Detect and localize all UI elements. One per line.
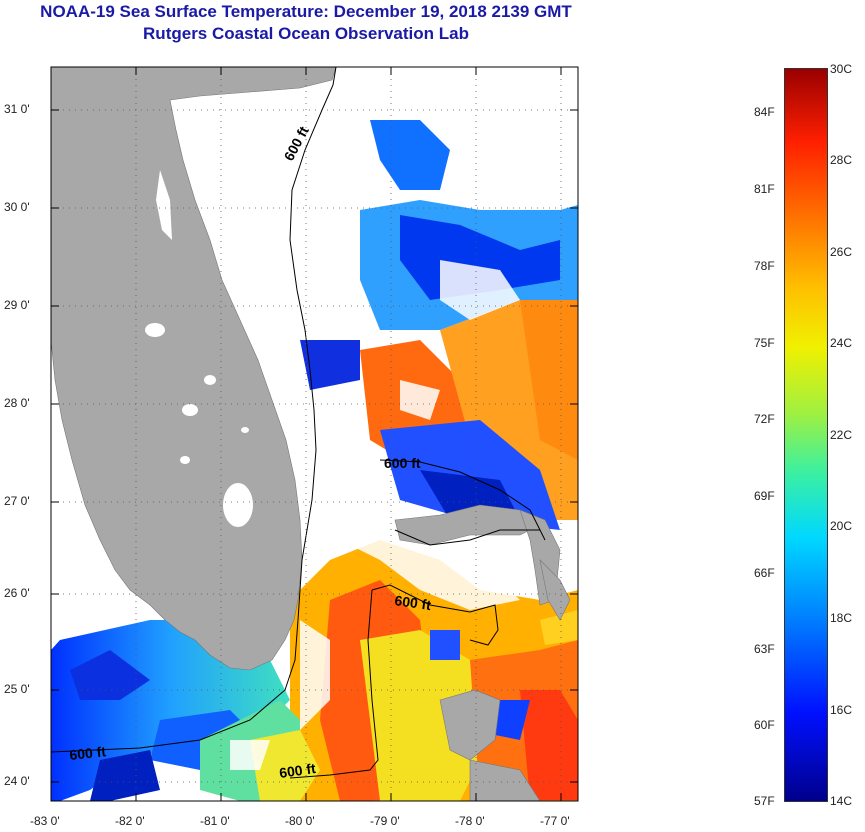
lakes xyxy=(145,170,253,527)
cloud-mask xyxy=(230,260,520,770)
bahama-bank-south xyxy=(469,759,541,801)
map-grid xyxy=(51,67,578,801)
x-tick-label: -83 0' xyxy=(30,814,60,828)
x-tick-label: -77 0' xyxy=(540,814,570,828)
contour-south xyxy=(289,589,379,779)
colorbar-label-c: 16C xyxy=(830,703,853,717)
eleuthera xyxy=(539,559,571,621)
colorbar-label-f: 72F xyxy=(754,412,775,426)
contour-bahama-bank xyxy=(394,529,540,546)
lake-okeechobee xyxy=(223,483,253,527)
y-tick-label: 29 0' xyxy=(4,298,30,312)
plot-frame xyxy=(50,66,579,802)
colorbar-label-c: 20C xyxy=(830,519,853,533)
y-tick-label: 24 0' xyxy=(4,774,30,788)
colorbar-label-f: 60F xyxy=(754,718,775,732)
x-tick-label: -82 0' xyxy=(115,814,145,828)
colorbar-label-f: 84F xyxy=(754,105,775,119)
colorbar-label-c: 26C xyxy=(830,245,853,259)
colorbar-label-f: 75F xyxy=(754,336,775,350)
colorbar-label-c: 30C xyxy=(830,62,853,76)
y-tick-label: 31 0' xyxy=(4,102,30,116)
colorbar-label-f: 81F xyxy=(754,182,775,196)
x-tick-label: -79 0' xyxy=(370,814,400,828)
x-tick-label: -80 0' xyxy=(285,814,315,828)
contour-straits xyxy=(371,584,499,646)
depth-contours xyxy=(51,67,546,779)
x-tick-label: -81 0' xyxy=(200,814,230,828)
map-title: NOAA-19 Sea Surface Temperature: Decembe… xyxy=(40,2,572,21)
colorbar-label-c: 14C xyxy=(830,794,853,808)
colorbar-label-f: 57F xyxy=(754,794,775,808)
land xyxy=(51,67,571,801)
colorbar-label-c: 22C xyxy=(830,428,853,442)
contour-bahama-north xyxy=(379,459,546,541)
colorbar-label-f: 66F xyxy=(754,566,775,580)
y-tick-label: 26 0' xyxy=(4,586,30,600)
colorbar-label-c: 24C xyxy=(830,336,853,350)
colorbar-label-f: 63F xyxy=(754,642,775,656)
y-tick-label: 28 0' xyxy=(4,396,30,410)
colorbar-label-f: 78F xyxy=(754,259,775,273)
colorbar-label-f: 69F xyxy=(754,489,775,503)
contour-label: 600 ft xyxy=(278,760,317,781)
colorbar-label-c: 28C xyxy=(830,153,853,167)
colorbar-label-c: 18C xyxy=(830,611,853,625)
x-tick-label: -78 0' xyxy=(455,814,485,828)
contour-label: 600 ft xyxy=(69,743,107,763)
andros xyxy=(439,689,501,761)
axis-ticks xyxy=(50,67,578,801)
contour-label: 600 ft xyxy=(394,592,433,613)
contour-east-florida xyxy=(51,67,337,753)
map-subtitle: Rutgers Coastal Ocean Observation Lab xyxy=(143,24,469,43)
sst-field xyxy=(51,120,578,801)
contour-label: 600 ft xyxy=(384,455,421,471)
y-tick-label: 27 0' xyxy=(4,494,30,508)
y-tick-label: 30 0' xyxy=(4,200,30,214)
y-tick-label: 25 0' xyxy=(4,682,30,696)
temperature-colorbar xyxy=(784,68,828,802)
